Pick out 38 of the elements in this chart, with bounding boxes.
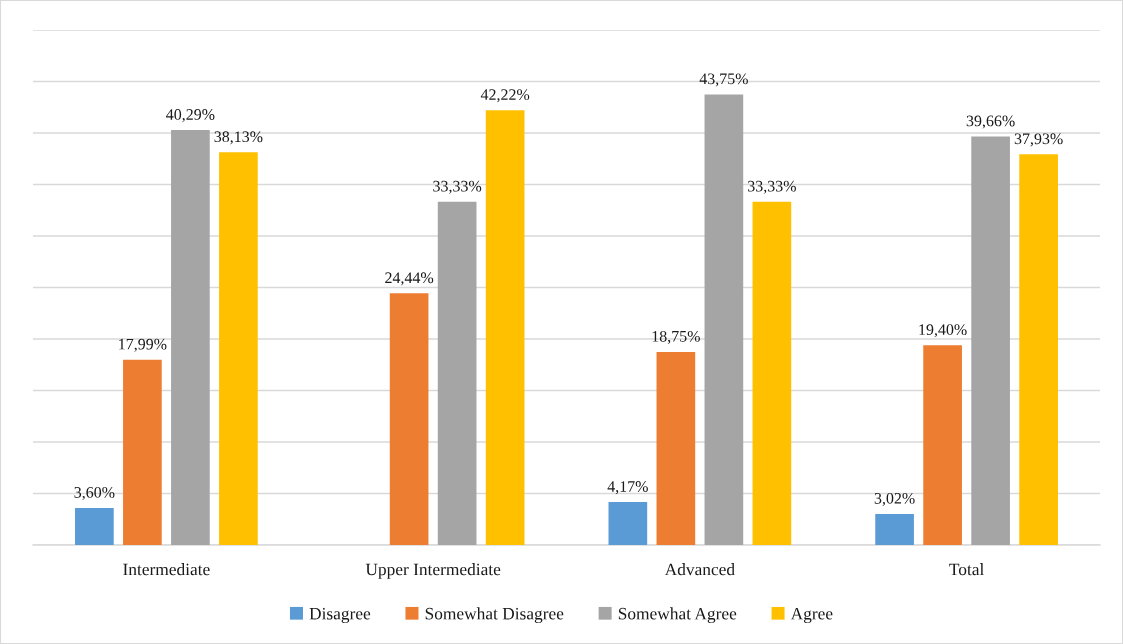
data-label: 40,29% — [166, 109, 215, 123]
bar — [875, 513, 914, 546]
data-label: 19,40% — [919, 324, 967, 338]
legend-label: Somewhat Agree — [618, 607, 737, 624]
bar — [608, 502, 648, 546]
data-label: 18,75% — [652, 330, 700, 344]
x-tick-label: Intermediate — [123, 563, 210, 576]
data-label: 4,17% — [607, 481, 648, 495]
data-label: 17,99% — [119, 338, 167, 352]
bar — [437, 201, 477, 546]
data-label: 42,22% — [480, 89, 530, 103]
bar — [923, 345, 962, 546]
x-tick-label: Total — [949, 563, 984, 576]
data-label: 3,60% — [74, 486, 115, 501]
bar — [704, 94, 744, 546]
legend-label: Agree — [790, 607, 833, 624]
data-label: 3,02% — [874, 492, 915, 507]
bar — [656, 351, 696, 546]
bar — [123, 359, 162, 546]
x-tick-label: Upper Intermediate — [365, 563, 501, 579]
bar — [1019, 154, 1058, 546]
bar — [389, 293, 429, 546]
data-label: 39,66% — [966, 115, 1015, 129]
legend-label: Somewhat Disagree — [425, 607, 564, 624]
bar — [219, 152, 258, 546]
bar — [971, 136, 1010, 546]
legend-label: Disagree — [309, 607, 371, 624]
bar — [171, 130, 210, 546]
data-label: 37,93% — [1014, 133, 1063, 147]
data-label: 43,75% — [699, 73, 748, 87]
x-tick-label: Advanced — [664, 563, 735, 576]
bar — [75, 507, 114, 546]
bar — [752, 201, 792, 546]
data-label: 33,33% — [433, 180, 482, 194]
data-label: 33,33% — [748, 180, 796, 194]
bar — [485, 110, 525, 546]
data-label: 24,44% — [385, 272, 434, 286]
data-label: 38,13% — [214, 131, 263, 145]
